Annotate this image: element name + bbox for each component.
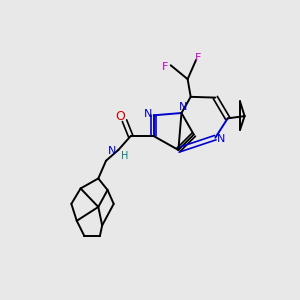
Text: F: F bbox=[162, 62, 169, 72]
Text: H: H bbox=[121, 151, 128, 161]
Text: F: F bbox=[195, 52, 202, 63]
Text: N: N bbox=[179, 102, 187, 112]
Text: N: N bbox=[108, 146, 116, 157]
Text: N: N bbox=[217, 134, 226, 144]
Text: N: N bbox=[143, 109, 152, 119]
Text: O: O bbox=[115, 110, 125, 123]
